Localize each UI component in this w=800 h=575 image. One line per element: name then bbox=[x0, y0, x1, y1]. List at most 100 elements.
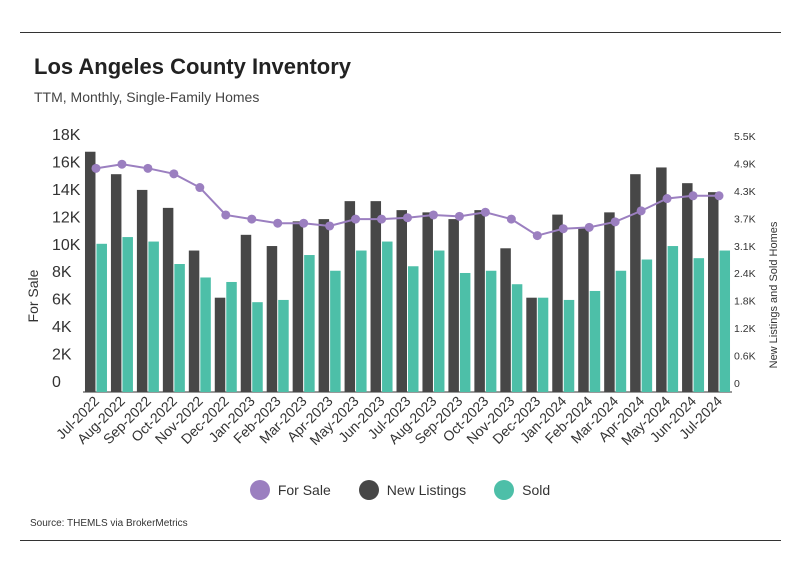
bar-sold bbox=[304, 255, 315, 392]
chart-legend: For Sale New Listings Sold bbox=[0, 480, 800, 500]
point-for-sale bbox=[325, 221, 335, 231]
y-right-tick-label: 3.7K bbox=[734, 213, 756, 225]
bar-new-listings bbox=[396, 210, 407, 392]
bar-new-listings bbox=[474, 210, 485, 392]
bar-new-listings bbox=[240, 234, 252, 392]
bar-new-listings bbox=[162, 207, 174, 392]
bar-new-listings bbox=[370, 201, 382, 392]
y-right-tick-label: 0 bbox=[734, 378, 740, 390]
y-right-tick-label: 0.6K bbox=[734, 351, 756, 363]
bar-new-listings bbox=[552, 214, 563, 392]
bar-new-listings bbox=[656, 167, 667, 392]
y-left-tick-label: 6K bbox=[52, 292, 72, 309]
top-rule bbox=[20, 32, 781, 33]
bar-sold bbox=[485, 270, 497, 392]
point-for-sale bbox=[532, 231, 542, 241]
source-note: Source: THEMLS via BrokerMetrics bbox=[30, 518, 188, 529]
bar-sold bbox=[641, 259, 653, 392]
bar-new-listings bbox=[344, 201, 356, 392]
y-left-tick-label: 0 bbox=[52, 374, 61, 391]
point-for-sale bbox=[636, 206, 646, 216]
point-for-sale bbox=[143, 163, 153, 173]
bar-sold bbox=[174, 264, 185, 392]
point-for-sale bbox=[584, 222, 594, 232]
bar-new-listings bbox=[84, 151, 96, 392]
point-for-sale bbox=[91, 163, 101, 173]
bar-sold bbox=[252, 302, 263, 392]
y-left-tick-label: 2K bbox=[52, 347, 72, 364]
bar-sold bbox=[459, 272, 471, 392]
y-right-tick-label: 1.8K bbox=[734, 296, 756, 308]
bar-sold bbox=[356, 250, 367, 392]
point-for-sale bbox=[195, 183, 205, 193]
bar-new-listings bbox=[110, 174, 122, 392]
point-for-sale bbox=[428, 210, 438, 220]
bar-sold bbox=[693, 258, 705, 392]
y-left-tick-label: 8K bbox=[52, 264, 72, 281]
point-for-sale bbox=[688, 191, 698, 201]
legend-label-new-listings: New Listings bbox=[386, 482, 467, 498]
point-for-sale bbox=[221, 210, 231, 220]
point-for-sale bbox=[247, 214, 257, 224]
bar-new-listings bbox=[188, 250, 200, 392]
y-right-tick-label: 4.3K bbox=[734, 186, 756, 198]
y-left-tick-label: 18K bbox=[52, 127, 81, 144]
bar-sold bbox=[615, 270, 627, 392]
bar-sold bbox=[667, 246, 679, 392]
legend-item-sold[interactable]: Sold bbox=[494, 480, 550, 500]
bar-new-listings bbox=[604, 212, 615, 392]
bar-sold bbox=[408, 266, 419, 392]
y-left-tick-label: 4K bbox=[52, 319, 72, 336]
legend-swatch-new-listings bbox=[358, 480, 379, 500]
legend-item-new-listings[interactable]: New Listings bbox=[358, 480, 467, 500]
y-right-tick-label: 3.1K bbox=[734, 241, 756, 253]
bar-new-listings bbox=[448, 219, 459, 392]
y-left-tick-label: 16K bbox=[52, 154, 81, 171]
chart-title: Los Angeles County Inventory bbox=[34, 54, 352, 79]
bar-sold bbox=[330, 270, 341, 392]
bar-sold bbox=[719, 250, 731, 392]
legend-item-for-sale[interactable]: For Sale bbox=[249, 480, 331, 500]
y-right-tick-label: 1.2K bbox=[734, 323, 756, 335]
point-for-sale bbox=[610, 217, 620, 227]
point-for-sale bbox=[480, 207, 490, 217]
y-right-tick-label: 5.5K bbox=[734, 131, 756, 143]
point-for-sale bbox=[662, 194, 672, 204]
bar-new-listings bbox=[630, 174, 641, 392]
bar-sold bbox=[96, 243, 107, 392]
bar-new-listings bbox=[266, 246, 278, 392]
bar-sold bbox=[589, 290, 601, 392]
bar-new-listings bbox=[214, 297, 226, 392]
bar-sold bbox=[122, 237, 133, 392]
bar-new-listings bbox=[708, 192, 719, 392]
y-left-tick-label: 14K bbox=[52, 182, 81, 199]
point-for-sale bbox=[117, 159, 127, 169]
point-for-sale bbox=[714, 191, 724, 201]
point-for-sale bbox=[558, 224, 568, 234]
point-for-sale bbox=[377, 214, 387, 224]
bar-sold bbox=[563, 299, 575, 392]
bar-sold bbox=[226, 281, 237, 392]
y-left-tick-label: 12K bbox=[52, 209, 81, 226]
bar-new-listings bbox=[318, 219, 330, 392]
point-for-sale bbox=[169, 169, 179, 179]
y-left-tick-label: 10K bbox=[52, 237, 81, 254]
point-for-sale bbox=[454, 211, 464, 221]
bar-sold bbox=[148, 241, 159, 392]
bar-new-listings bbox=[422, 212, 433, 392]
point-for-sale bbox=[299, 218, 309, 228]
bottom-rule bbox=[20, 540, 781, 541]
y-left-axis-title: For Sale bbox=[25, 269, 41, 322]
bar-sold bbox=[200, 277, 211, 392]
point-for-sale bbox=[506, 214, 516, 224]
chart-area: 0 2K 4K 6K 8K 10K 12K 14K 16K 18K 0 0.6K 1.2K 1.8K 2.4… bbox=[25, 127, 780, 448]
legend-label-sold: Sold bbox=[522, 482, 551, 498]
point-for-sale bbox=[273, 218, 283, 228]
bar-sold bbox=[382, 241, 393, 392]
bar-new-listings bbox=[682, 183, 693, 392]
y-right-tick-label: 4.9K bbox=[734, 158, 756, 170]
chart-subtitle: TTM, Monthly, Single-Family Homes bbox=[34, 89, 260, 105]
point-for-sale bbox=[351, 214, 361, 224]
bar-sold bbox=[433, 250, 445, 392]
legend-swatch-sold bbox=[494, 480, 515, 500]
